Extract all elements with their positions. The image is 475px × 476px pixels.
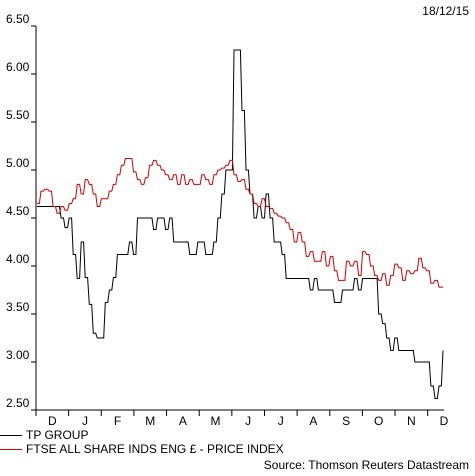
axes xyxy=(35,26,444,411)
y-tick-label: 4.00 xyxy=(6,252,30,266)
y-tick-label: 6.00 xyxy=(6,60,30,74)
x-tick-label: M xyxy=(211,414,221,428)
chart-date: 18/12/15 xyxy=(422,4,469,18)
source-note: Source: Thomson Reuters Datastream xyxy=(263,458,469,472)
y-tick-label: 6.50 xyxy=(6,12,30,26)
series-line-tp-group xyxy=(37,49,444,399)
legend-swatch-black xyxy=(0,435,22,437)
legend-item-tp-group: TP GROUP xyxy=(0,428,88,442)
x-tick-label: D xyxy=(440,414,449,428)
x-tick-label: M xyxy=(145,414,155,428)
x-tick-label: J xyxy=(245,414,251,428)
x-tick-label: A xyxy=(179,414,187,428)
y-tick-label: 3.50 xyxy=(6,300,30,314)
x-tick-label: O xyxy=(374,414,383,428)
legend-label: TP GROUP xyxy=(26,428,89,442)
y-axis-ticks: 2.50 3.00 3.50 4.00 4.50 5.00 5.50 6.00 6.50 xyxy=(6,12,36,411)
x-tick-label: N xyxy=(407,414,416,428)
x-tick-label: D xyxy=(48,414,57,428)
series-line-ftse xyxy=(37,158,443,288)
legend-item-ftse: FTSE ALL SHARE INDS ENG £ - PRICE INDEX xyxy=(0,442,284,456)
x-tick-label: F xyxy=(114,414,121,428)
y-tick-label: 2.50 xyxy=(6,396,30,410)
legend-swatch-red xyxy=(0,449,22,451)
x-tick-label: A xyxy=(309,414,317,428)
y-tick-label: 5.00 xyxy=(6,156,30,170)
y-tick-label: 5.50 xyxy=(6,108,30,122)
legend-label: FTSE ALL SHARE INDS ENG £ - PRICE INDEX xyxy=(26,442,284,456)
x-tick-label: S xyxy=(342,414,350,428)
series-lines xyxy=(37,49,444,399)
y-tick-label: 3.00 xyxy=(6,348,30,362)
x-tick-label: J xyxy=(82,414,88,428)
x-tick-label: J xyxy=(278,414,284,428)
y-tick-label: 4.50 xyxy=(6,204,30,218)
